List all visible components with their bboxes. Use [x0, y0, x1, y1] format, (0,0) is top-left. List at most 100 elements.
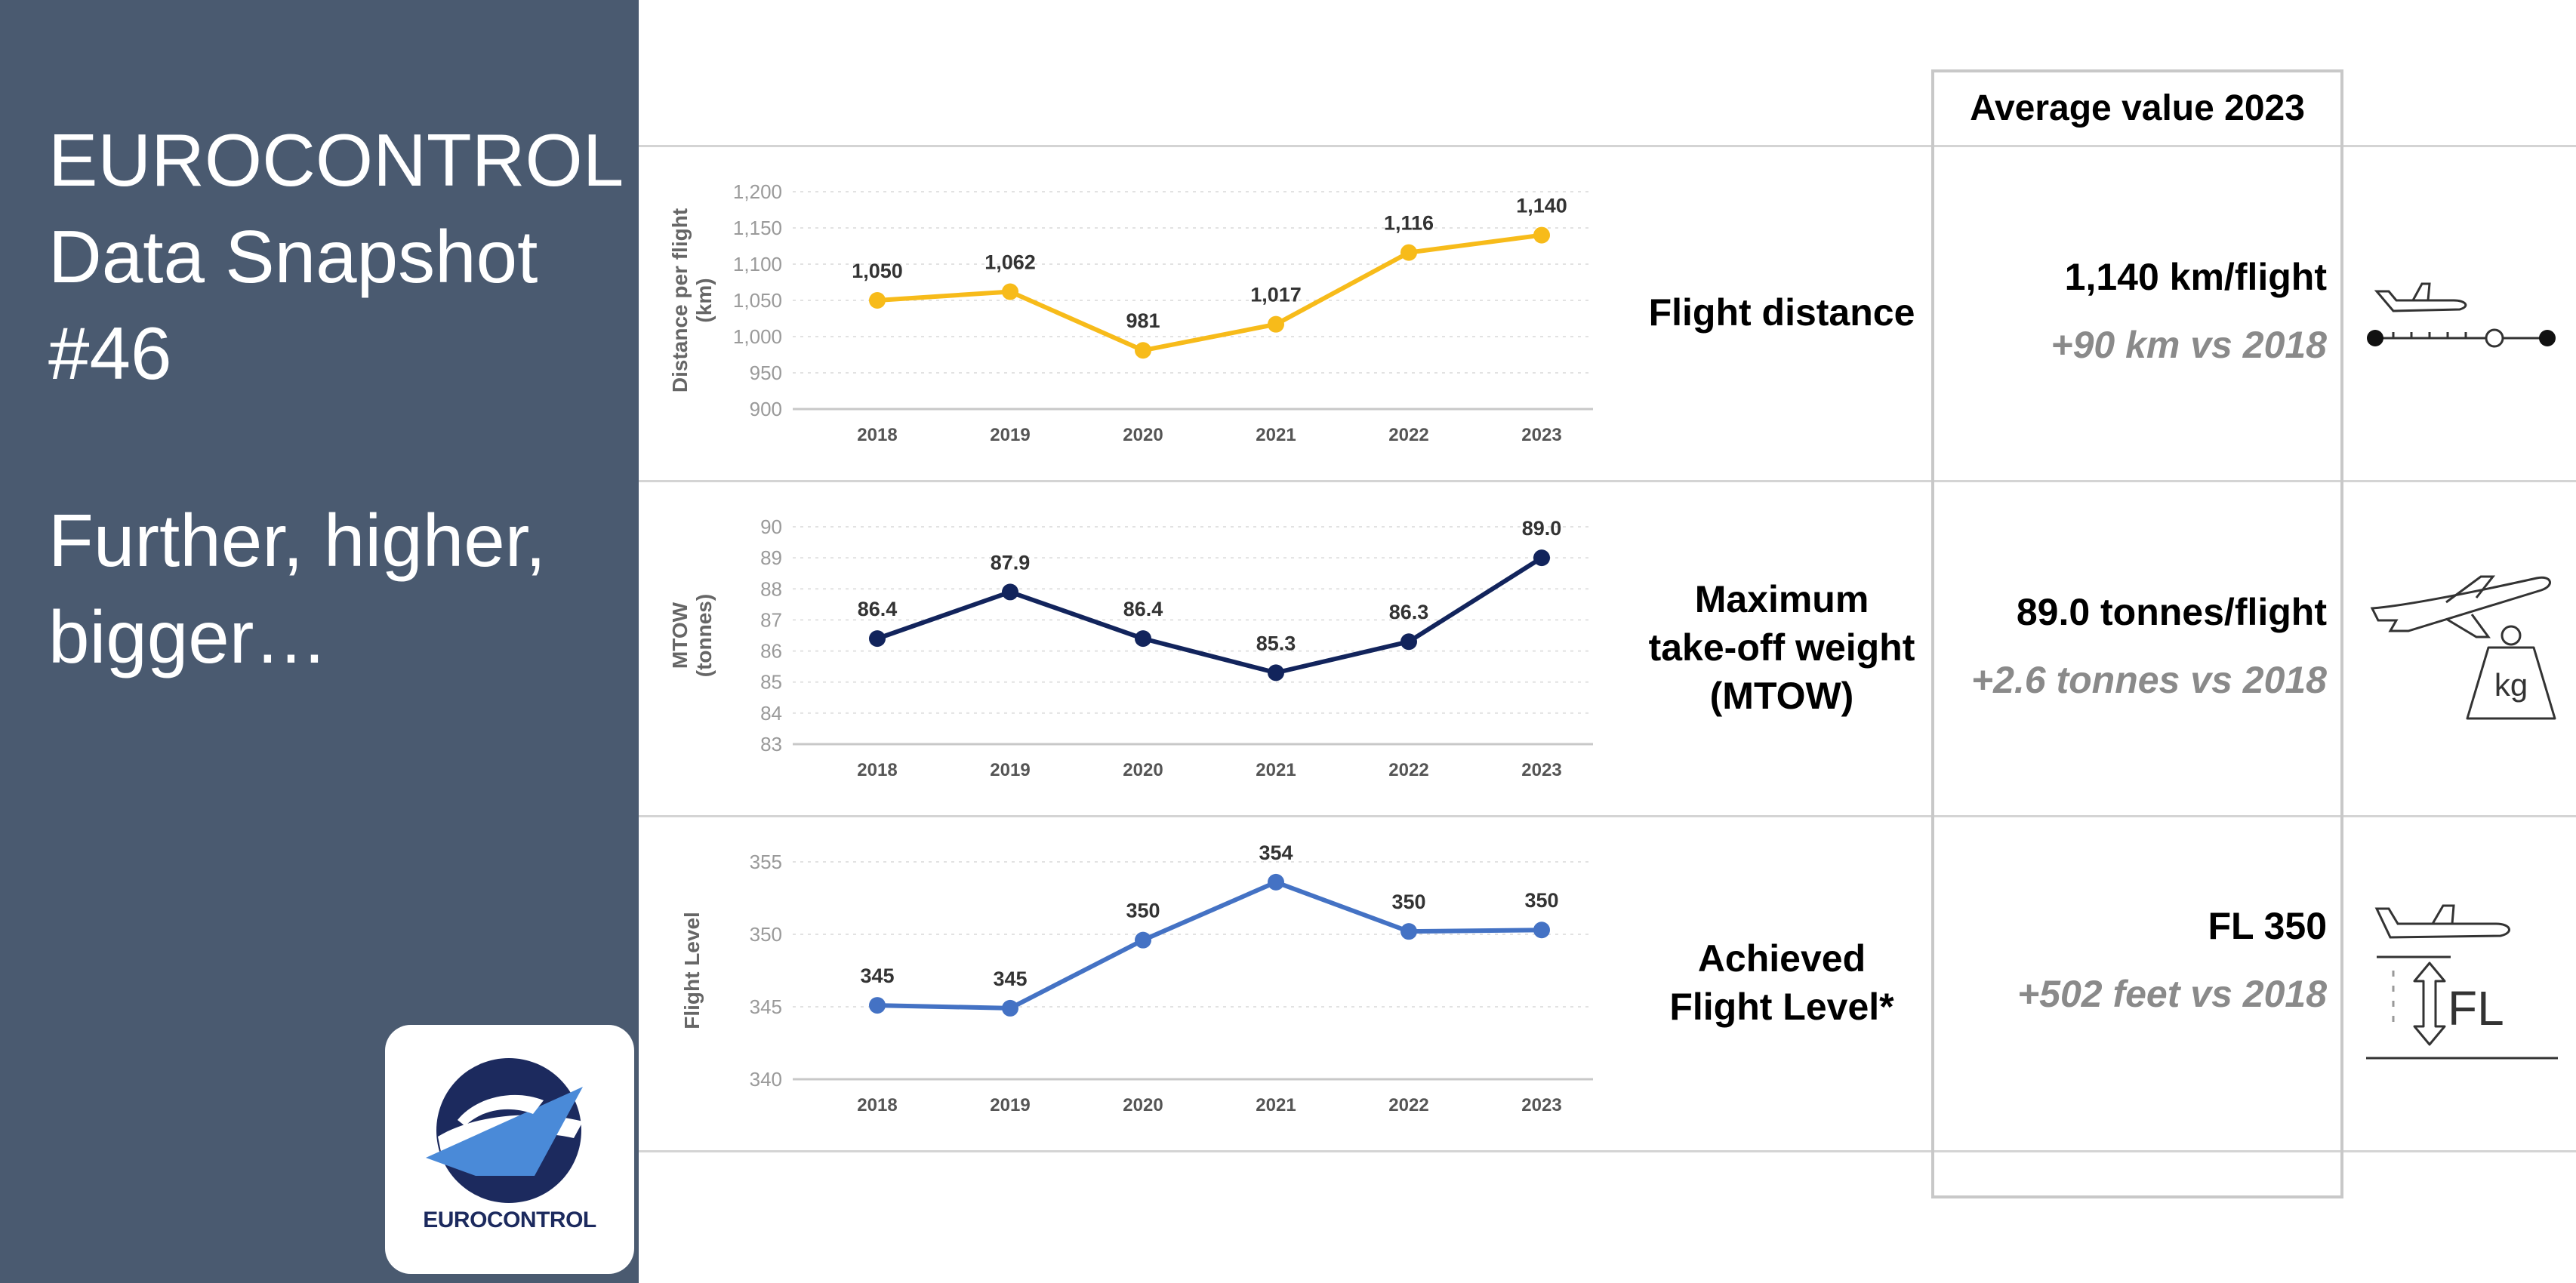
x-tick-label: 2022	[1388, 1095, 1428, 1115]
y-tick-label: 1,000	[733, 325, 782, 348]
data-label: 1,017	[1250, 284, 1302, 306]
data-label: 350	[1524, 889, 1558, 912]
data-point	[1400, 923, 1417, 940]
data-point	[1002, 999, 1018, 1017]
series-line	[875, 879, 1544, 1011]
mtow-value: 89.0 tonnes/flight	[2016, 591, 2327, 633]
eurocontrol-emblem-icon	[426, 1058, 583, 1203]
y-tick-label: 340	[750, 1068, 782, 1091]
data-label: 345	[993, 968, 1027, 990]
metric-label-line: Flight Level*	[1669, 986, 1894, 1028]
data-label: 86.3	[1389, 601, 1429, 623]
y-tick-label: 83	[760, 733, 782, 755]
x-tick-label: 2018	[857, 760, 897, 780]
y-tick-label: 345	[750, 995, 782, 1018]
subtitle-line: Further, higher,	[48, 499, 547, 582]
metric-label-flight-distance: Flight distance	[1601, 288, 1963, 337]
y-tick-label: 950	[750, 362, 782, 384]
metric-label-line: take-off weight	[1648, 626, 1915, 669]
x-tick-label: 2019	[990, 760, 1030, 780]
plane-weight-icon: kg	[2370, 575, 2556, 720]
x-tick-label: 2021	[1256, 425, 1296, 445]
logo-text: EUROCONTROL	[423, 1208, 596, 1232]
subtitle-line: bigger…	[48, 595, 328, 678]
y-axis-label: Flight Level	[680, 912, 704, 1029]
row-divider	[639, 480, 2576, 482]
data-label: 85.3	[1256, 632, 1296, 654]
series-line	[875, 555, 1544, 675]
y-tick-label: 1,100	[733, 253, 782, 275]
data-point	[869, 630, 886, 648]
x-tick-label: 2023	[1521, 425, 1561, 445]
y-tick-label: 900	[750, 398, 782, 420]
row-divider	[639, 145, 2576, 147]
flight-level-value: FL 350	[2208, 905, 2328, 947]
data-point	[1533, 921, 1550, 939]
data-point	[869, 997, 886, 1014]
data-label: 1,140	[1516, 195, 1567, 217]
data-point	[1135, 342, 1151, 359]
average-column-box	[1931, 69, 2343, 1198]
y-tick-label: 350	[750, 923, 782, 946]
left-panel: EUROCONTROL Data Snapshot #46 Further, h…	[0, 0, 639, 1283]
metric-label-line: Flight distance	[1648, 291, 1915, 334]
row-divider	[639, 815, 2576, 817]
mtow-delta: +2.6 tonnes vs 2018	[1971, 659, 2327, 701]
y-axis-label: MTOW	[668, 602, 692, 669]
mtow-chart: 83 84 85 86 87 88 89 90 MTOW (tonnes) 2018 2019 2020…	[668, 515, 1593, 780]
x-tick-label: 2018	[857, 1095, 897, 1115]
data-label: 1,116	[1384, 212, 1434, 235]
data-point	[1002, 283, 1018, 300]
data-point	[1268, 873, 1284, 891]
title-line: #46	[48, 312, 172, 395]
x-tick-label: 2018	[857, 425, 897, 445]
x-tick-label: 2019	[990, 1095, 1030, 1115]
data-label: 1,062	[984, 251, 1036, 273]
x-tick-label: 2020	[1123, 760, 1163, 780]
x-tick-label: 2021	[1256, 760, 1296, 780]
title-line: Data Snapshot	[48, 215, 538, 298]
data-point	[1400, 244, 1417, 261]
flight-level-delta: +502 feet vs 2018	[2017, 973, 2327, 1015]
x-tick-label: 2022	[1388, 760, 1428, 780]
data-label: 89.0	[1522, 517, 1562, 540]
plane-flight-level-icon: FL	[2366, 904, 2558, 1060]
flight-distance-delta: +90 km vs 2018	[2051, 324, 2327, 366]
flight-distance-value: 1,140 km/flight	[2064, 256, 2327, 298]
data-point	[1002, 583, 1018, 601]
flight-level-icon-text: FL	[2448, 981, 2504, 1035]
x-tick-label: 2021	[1256, 1095, 1296, 1115]
y-tick-label: 89	[760, 546, 782, 569]
data-label: 1,050	[852, 260, 903, 282]
y-tick-label: 1,150	[733, 217, 782, 239]
data-label: 87.9	[991, 551, 1031, 574]
x-tick-label: 2022	[1388, 425, 1428, 445]
data-point	[869, 292, 886, 309]
title-line: EUROCONTROL	[48, 118, 624, 202]
x-tick-label: 2020	[1123, 1095, 1163, 1115]
x-tick-label: 2019	[990, 425, 1030, 445]
data-point	[1533, 549, 1550, 567]
metric-label-flight-level: Achieved Flight Level*	[1601, 934, 1963, 1031]
data-point	[1135, 630, 1151, 648]
flight-distance-chart: 900 950 1,000 1,050 1,100 1,150 1,200 Distance …	[668, 180, 1593, 445]
data-point	[1268, 664, 1284, 681]
series-line	[875, 232, 1544, 353]
y-tick-label: 355	[750, 851, 782, 873]
x-tick-label: 2023	[1521, 1095, 1561, 1115]
page-title: EUROCONTROL Data Snapshot #46	[48, 112, 630, 402]
data-point	[1268, 315, 1284, 333]
average-column-header: Average value 2023	[1970, 88, 2305, 128]
y-axis-label: (km)	[692, 278, 716, 322]
row-divider	[639, 1150, 2576, 1152]
metric-label-line: (MTOW)	[1709, 675, 1854, 717]
eurocontrol-logo: EUROCONTROL	[385, 1025, 634, 1274]
metric-label-mtow: Maximum take-off weight (MTOW)	[1601, 575, 1963, 720]
y-tick-label: 85	[760, 671, 782, 694]
y-axis-label: (tonnes)	[692, 594, 716, 677]
y-tick-label: 84	[760, 702, 782, 725]
data-point	[1400, 633, 1417, 651]
y-axis-label: Distance per flight	[668, 208, 692, 392]
data-label: 86.4	[1123, 598, 1163, 620]
metric-label-line: Achieved	[1697, 937, 1866, 980]
